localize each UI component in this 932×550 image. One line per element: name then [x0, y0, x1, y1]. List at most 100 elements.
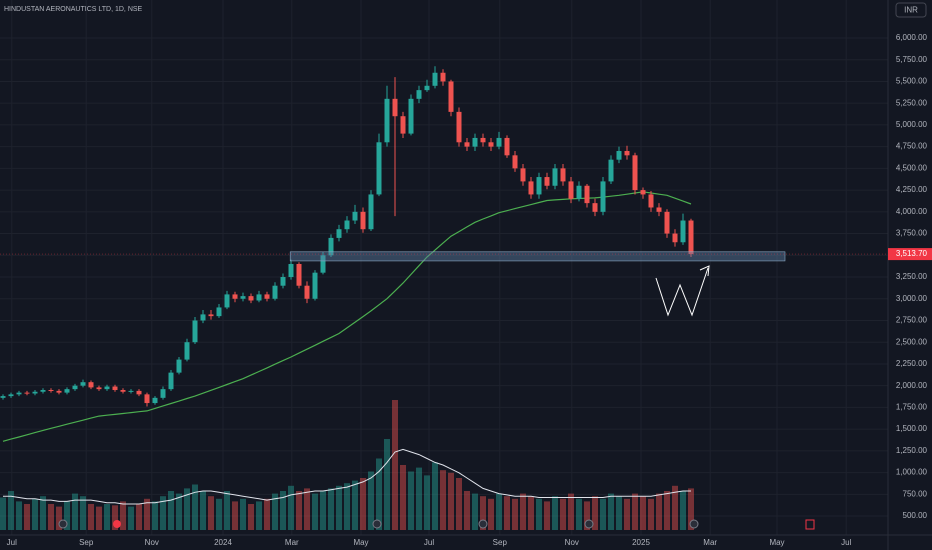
- candle-body: [328, 237, 334, 256]
- y-tick-label: 5,500.00: [896, 77, 928, 86]
- event-marker[interactable]: [372, 519, 382, 529]
- candle-body: [208, 314, 214, 317]
- candle-body: [184, 342, 190, 360]
- volume-bar: [504, 496, 510, 530]
- candle-body: [640, 190, 646, 195]
- volume-bar: [384, 439, 390, 530]
- volume-bar: [344, 483, 350, 530]
- volume-bar: [288, 485, 294, 530]
- candle-body: [72, 385, 78, 390]
- x-tick-label: 2025: [632, 538, 650, 547]
- volume-bar: [568, 493, 574, 530]
- volume-bar: [96, 506, 102, 530]
- volume-bar: [536, 498, 542, 530]
- candle-body: [200, 314, 206, 321]
- candle-body: [600, 181, 606, 212]
- volume-bar: [576, 498, 582, 530]
- candle-body: [344, 220, 350, 230]
- candle-body: [672, 233, 678, 243]
- candle-body: [48, 390, 54, 392]
- volume-bar: [608, 493, 614, 530]
- volume-bar: [456, 478, 462, 530]
- candle-body: [96, 387, 102, 390]
- candle-body: [592, 203, 598, 212]
- volume-bar: [672, 485, 678, 530]
- y-tick-label: 5,750.00: [896, 55, 928, 64]
- candle-body: [680, 220, 686, 243]
- candle-body: [112, 386, 118, 391]
- candle-body: [656, 207, 662, 212]
- event-marker[interactable]: [689, 519, 699, 529]
- candle-body: [56, 390, 62, 393]
- candle-body: [24, 392, 30, 394]
- x-tick-label: Mar: [285, 538, 299, 547]
- candle-body: [576, 185, 582, 199]
- volume-bar: [680, 491, 686, 530]
- y-tick-label: 4,500.00: [896, 163, 928, 172]
- candle-body: [368, 194, 374, 230]
- candle-body: [488, 142, 494, 147]
- volume-bar: [88, 504, 94, 530]
- event-marker[interactable]: [478, 519, 488, 529]
- volume-bar: [360, 478, 366, 530]
- currency-button[interactable]: [895, 2, 927, 18]
- candle-body: [648, 194, 654, 208]
- volume-bar: [624, 498, 630, 530]
- candle-body: [512, 155, 518, 169]
- volume-bar: [240, 498, 246, 530]
- volume-bar: [216, 498, 222, 530]
- event-marker[interactable]: [584, 519, 594, 529]
- x-tick-label: Jul: [7, 538, 17, 547]
- y-tick-label: 2,500.00: [896, 337, 928, 346]
- w-pattern-drawing: [655, 267, 709, 317]
- volume-bar: [112, 505, 118, 530]
- volume-bar: [48, 504, 54, 530]
- y-tick-label: 1,750.00: [896, 403, 928, 412]
- candle-body: [120, 390, 126, 392]
- volume-bar: [416, 467, 422, 530]
- volume-bar: [72, 493, 78, 530]
- candle-body: [224, 294, 230, 308]
- event-markers: [58, 519, 815, 530]
- y-tick-label: 2,750.00: [896, 316, 928, 325]
- candle-body: [384, 98, 390, 143]
- candle-body: [280, 277, 286, 286]
- volume-bar: [408, 471, 414, 530]
- candle-body: [536, 177, 542, 195]
- candle-body: [272, 285, 278, 299]
- candle-body: [152, 397, 158, 404]
- volume-bar: [480, 496, 486, 530]
- volume-bar: [152, 501, 158, 530]
- volume-bar: [176, 493, 182, 530]
- volume-bar: [448, 472, 454, 530]
- y-tick-label: 4,250.00: [896, 185, 928, 194]
- candle-body: [232, 294, 238, 299]
- volume-bar: [632, 493, 638, 530]
- candle-body: [216, 307, 222, 317]
- event-marker[interactable]: [58, 519, 68, 529]
- y-tick-label: 6,000.00: [896, 33, 928, 42]
- volume-bar: [264, 498, 270, 530]
- y-tick-label: 1,250.00: [896, 446, 928, 455]
- candle-body: [608, 159, 614, 182]
- volume-bar: [208, 496, 214, 530]
- candle-body: [520, 168, 526, 182]
- event-marker[interactable]: [113, 520, 121, 528]
- candle-body: [472, 137, 478, 147]
- candle-body: [312, 272, 318, 299]
- volume-bar: [224, 491, 230, 530]
- volume-bar: [304, 488, 310, 530]
- volume-bar: [600, 498, 606, 530]
- candle-body: [544, 177, 550, 186]
- volume-bar: [312, 493, 318, 530]
- candle-body: [264, 294, 270, 299]
- volume-bar: [656, 493, 662, 530]
- volume-bar: [352, 480, 358, 530]
- volume-bar: [80, 496, 86, 530]
- x-tick-label: Nov: [565, 538, 579, 547]
- volume-bar: [128, 506, 134, 530]
- event-marker[interactable]: [805, 519, 815, 530]
- candle-body: [456, 111, 462, 143]
- volume-bar: [616, 496, 622, 530]
